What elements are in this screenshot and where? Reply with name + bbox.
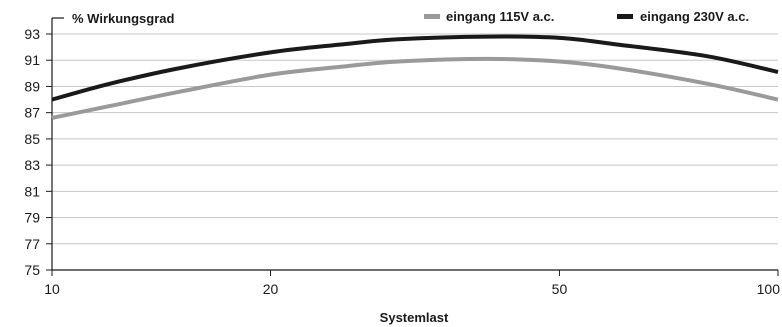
- series-line-115v: [51, 56, 779, 120]
- legend-item: eingang 230V a.c.: [617, 9, 749, 24]
- legend-swatch: [617, 14, 633, 19]
- legend-label: eingang 230V a.c.: [640, 9, 749, 24]
- y-tick-label: 77: [24, 236, 40, 252]
- y-tick-label: 91: [24, 52, 40, 68]
- y-tick-label: 93: [24, 26, 40, 42]
- y-tick-label: 87: [24, 105, 40, 121]
- legend-item: eingang 115V a.c.: [424, 9, 554, 24]
- y-tick-label: 83: [24, 157, 40, 173]
- y-tick-label: 75: [24, 262, 40, 278]
- x-tick-label: 10: [44, 281, 60, 297]
- series-lines: [51, 34, 779, 120]
- y-tick-label: 79: [24, 210, 40, 226]
- legend-label: eingang 115V a.c.: [446, 9, 554, 24]
- gridlines: [52, 33, 778, 245]
- x-tick-label: 100: [757, 281, 781, 297]
- x-axis-title: Systemlast: [380, 310, 449, 325]
- legend-swatch: [424, 14, 440, 19]
- series-line-230v: [51, 34, 779, 102]
- y-tick-label: 85: [24, 131, 40, 147]
- y-tick-label: 89: [24, 78, 40, 94]
- y-axis-title: % Wirkungsgrad: [72, 11, 175, 26]
- axes: [46, 17, 779, 276]
- x-tick-label: 20: [263, 281, 279, 297]
- legend: eingang 115V a.c. eingang 230V a.c.: [424, 9, 749, 24]
- x-tick-labels: 10 20 50 100: [44, 281, 780, 297]
- y-tick-labels: 75 77 79 81 83 85 87 89 91 93: [24, 26, 40, 278]
- x-tick-label: 50: [552, 281, 568, 297]
- y-tick-label: 81: [24, 183, 40, 199]
